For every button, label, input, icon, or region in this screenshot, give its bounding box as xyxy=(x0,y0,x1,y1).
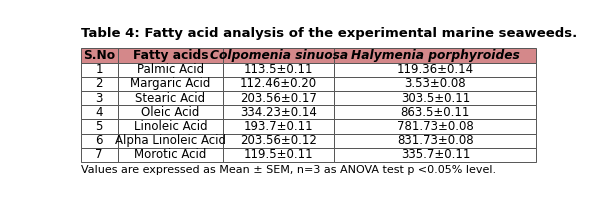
Bar xyxy=(118,48,223,63)
Bar xyxy=(80,105,118,119)
Text: 112.46±0.20: 112.46±0.20 xyxy=(240,77,317,90)
Bar xyxy=(223,105,334,119)
Text: 303.5±0.11: 303.5±0.11 xyxy=(401,92,470,104)
Text: 1: 1 xyxy=(95,63,103,76)
Text: 5: 5 xyxy=(95,120,103,133)
Text: 119.5±0.11: 119.5±0.11 xyxy=(244,148,313,161)
Bar xyxy=(334,48,536,63)
Text: 7: 7 xyxy=(95,148,103,161)
Bar xyxy=(118,63,223,77)
Bar xyxy=(223,63,334,77)
Text: 4: 4 xyxy=(95,106,103,119)
Bar xyxy=(118,134,223,148)
Text: Linoleic Acid: Linoleic Acid xyxy=(134,120,207,133)
Text: Stearic Acid: Stearic Acid xyxy=(135,92,205,104)
Text: Values are expressed as Mean ± SEM, n=3 as ANOVA test p <0.05% level.: Values are expressed as Mean ± SEM, n=3 … xyxy=(80,165,496,175)
Text: 6: 6 xyxy=(95,134,103,147)
Bar xyxy=(334,148,536,162)
Text: 3.53±0.08: 3.53±0.08 xyxy=(404,77,466,90)
Text: Morotic Acid: Morotic Acid xyxy=(134,148,206,161)
Bar xyxy=(80,77,118,91)
Text: 119.36±0.14: 119.36±0.14 xyxy=(397,63,474,76)
Text: 335.7±0.11: 335.7±0.11 xyxy=(401,148,470,161)
Text: Colpomenia sinuosa: Colpomenia sinuosa xyxy=(209,49,348,62)
Bar xyxy=(334,105,536,119)
Bar xyxy=(223,119,334,134)
Bar xyxy=(223,48,334,63)
Text: Palmic Acid: Palmic Acid xyxy=(137,63,204,76)
Bar xyxy=(118,105,223,119)
Bar xyxy=(334,77,536,91)
Bar xyxy=(80,119,118,134)
Text: 781.73±0.08: 781.73±0.08 xyxy=(397,120,474,133)
Text: 203.56±0.17: 203.56±0.17 xyxy=(240,92,317,104)
Bar xyxy=(223,134,334,148)
Text: Margaric Acid: Margaric Acid xyxy=(130,77,211,90)
Text: 3: 3 xyxy=(95,92,103,104)
Text: 193.7±0.11: 193.7±0.11 xyxy=(244,120,313,133)
Bar xyxy=(118,119,223,134)
Bar xyxy=(334,134,536,148)
Bar xyxy=(80,48,118,63)
Text: Oleic Acid: Oleic Acid xyxy=(141,106,200,119)
Bar xyxy=(118,148,223,162)
Text: 203.56±0.12: 203.56±0.12 xyxy=(240,134,317,147)
Bar xyxy=(334,91,536,105)
Bar xyxy=(334,63,536,77)
Bar xyxy=(80,148,118,162)
Bar xyxy=(80,63,118,77)
Text: 863.5±0.11: 863.5±0.11 xyxy=(401,106,470,119)
Bar xyxy=(80,134,118,148)
Text: 113.5±0.11: 113.5±0.11 xyxy=(244,63,313,76)
Text: 2: 2 xyxy=(95,77,103,90)
Bar xyxy=(80,91,118,105)
Text: S.No: S.No xyxy=(83,49,115,62)
Bar xyxy=(334,119,536,134)
Text: Alpha Linoleic Acid: Alpha Linoleic Acid xyxy=(115,134,226,147)
Bar xyxy=(223,148,334,162)
Text: Table 4: Fatty acid analysis of the experimental marine seaweeds.: Table 4: Fatty acid analysis of the expe… xyxy=(80,27,577,40)
Text: 334.23±0.14: 334.23±0.14 xyxy=(240,106,317,119)
Text: Fatty acids: Fatty acids xyxy=(133,49,208,62)
Bar xyxy=(118,91,223,105)
Text: Halymenia porphyroides: Halymenia porphyroides xyxy=(351,49,520,62)
Bar xyxy=(223,77,334,91)
Bar xyxy=(223,91,334,105)
Text: 831.73±0.08: 831.73±0.08 xyxy=(397,134,473,147)
Bar xyxy=(118,77,223,91)
